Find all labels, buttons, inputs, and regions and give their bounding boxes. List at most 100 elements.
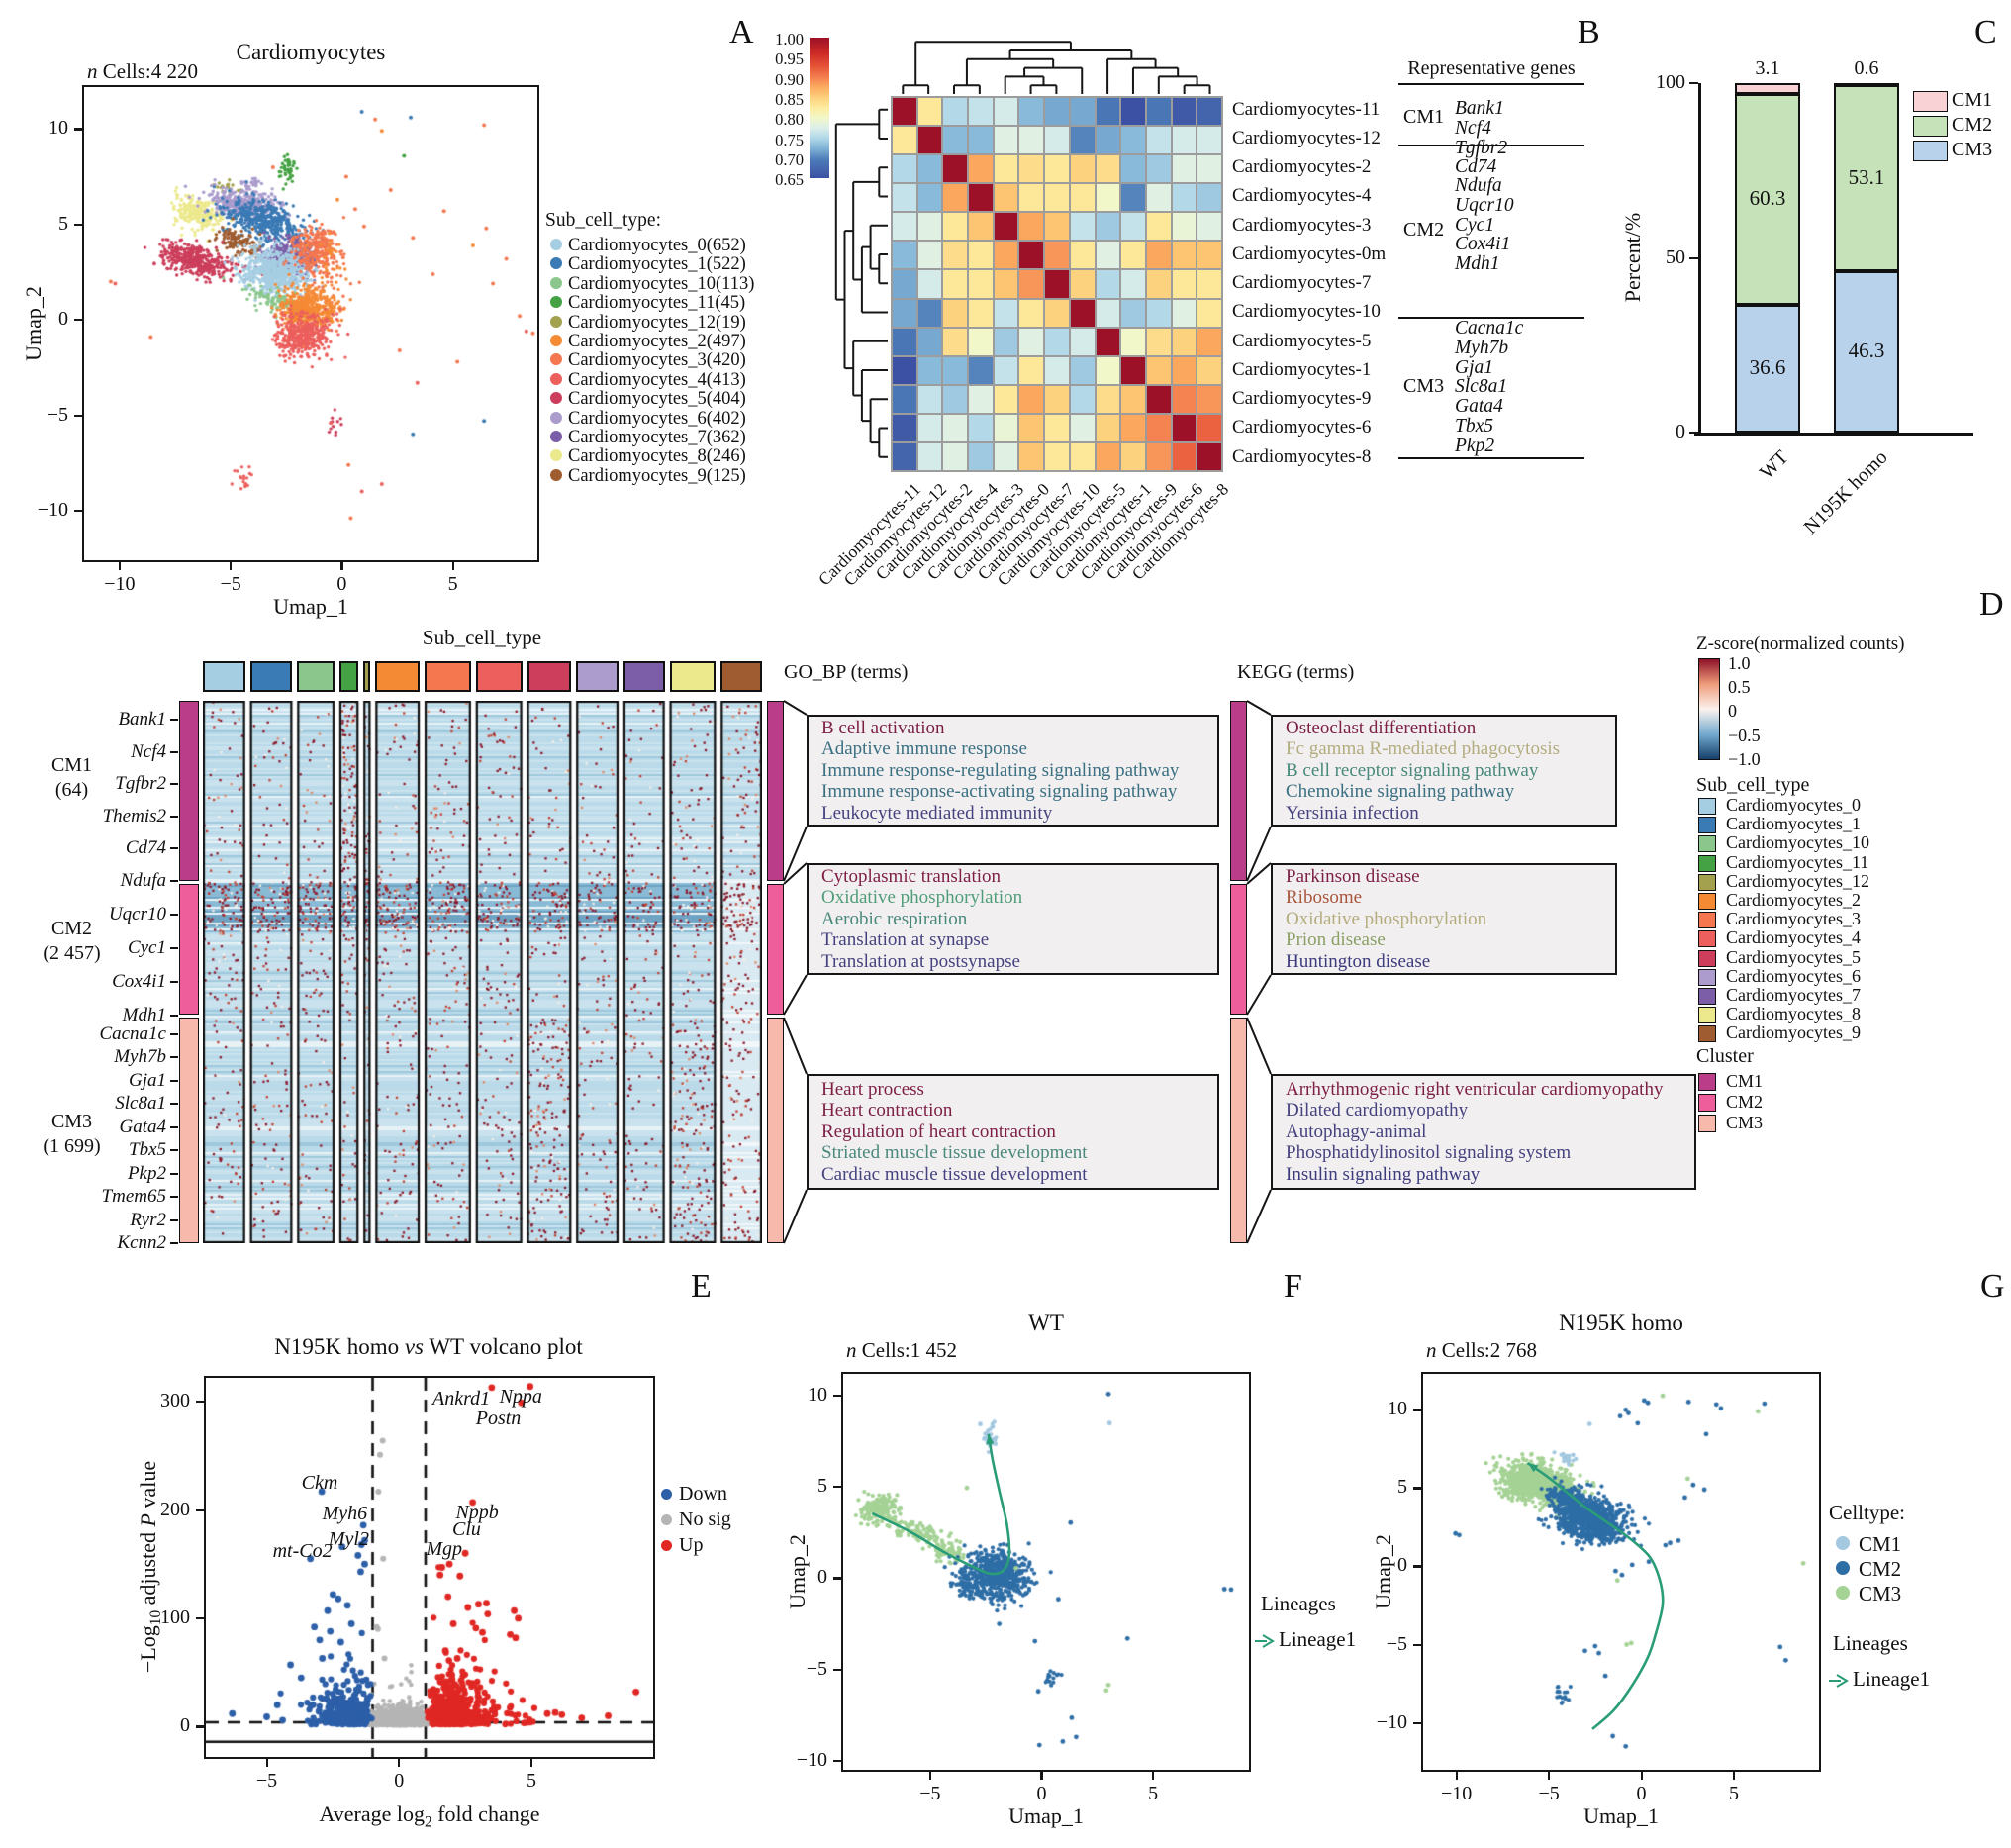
- zscore-tick-label: 0: [1728, 701, 1737, 722]
- panel-g-xtick-label: 0: [1636, 1783, 1647, 1804]
- gene-row-tick: [170, 1126, 178, 1128]
- legend-item-label: CM2: [1952, 114, 1993, 136]
- rep-genes-cluster-label: CM3: [1403, 375, 1445, 397]
- zscore-legend-title: Z-score(normalized counts): [1696, 633, 1905, 654]
- corr-cell: [893, 213, 916, 241]
- panel-a-ytick-label: 10: [48, 117, 68, 140]
- panel-g-lineage1-label: Lineage1: [1853, 1667, 1931, 1691]
- gene-row-tick: [170, 1056, 178, 1058]
- corr-cell: [1172, 328, 1197, 355]
- corr-cell: [1045, 242, 1069, 269]
- gene-row-tick: [170, 1149, 178, 1151]
- volcano-legend-dot: [661, 1540, 672, 1551]
- corr-cell: [917, 242, 942, 269]
- subcell-legend-label: Cardiomyocytes_9: [1726, 1022, 1861, 1043]
- corr-cell: [1146, 213, 1171, 241]
- corr-cell: [1146, 155, 1171, 183]
- panel-a-legend-title: Sub_cell_type:: [545, 210, 661, 231]
- volcano-gene-label: Nppb: [455, 1501, 499, 1523]
- gene-row-label: Cox4i1: [112, 971, 166, 992]
- corr-cell: [994, 184, 1018, 212]
- corr-cell: [1096, 184, 1120, 212]
- corr-cell: [994, 213, 1018, 241]
- celltype-legend-label: CM2: [1859, 1557, 1902, 1581]
- corr-cell: [943, 155, 968, 183]
- term-line: Immune response-regulating signaling pat…: [821, 759, 1180, 781]
- corr-cell: [1121, 98, 1145, 126]
- bar-value-label: 36.6: [1749, 355, 1786, 380]
- panel-letter-a: A: [729, 14, 754, 50]
- panel-c-ytick-label: 100: [1656, 71, 1685, 93]
- zscore-tick-label: −1.0: [1728, 748, 1761, 769]
- term-line: Immune response-activating signaling pat…: [821, 781, 1178, 803]
- corr-cell: [1121, 270, 1145, 298]
- legend-item-label: Cardiomyocytes_10(113): [568, 273, 755, 294]
- rep-gene: Ndufa: [1455, 175, 1502, 196]
- legend-item-label: Cardiomyocytes_8(246): [568, 446, 746, 467]
- bar-top-label: 3.1: [1755, 57, 1780, 79]
- corr-cell: [1197, 127, 1221, 154]
- legend-swatch-dot: [550, 276, 562, 289]
- volcano-gene-label: mt-Co2: [272, 1540, 333, 1563]
- volcano-gene-label: Postn: [475, 1407, 522, 1429]
- panel-a-ytick-mark: [74, 509, 83, 513]
- corr-cell: [893, 328, 916, 355]
- term-line: Oxidative phosphorylation: [821, 887, 1023, 909]
- corr-cell: [1045, 385, 1069, 413]
- corr-cell: [1146, 442, 1171, 470]
- panel-e-xtick-label: −5: [255, 1770, 278, 1792]
- panel-b-colorbar-tick: 0.85: [775, 89, 804, 109]
- bar-segment-cm2: [1735, 93, 1800, 305]
- panel-f-ytick-label: 0: [817, 1566, 827, 1589]
- volcano-legend-label: Down: [679, 1483, 727, 1505]
- cluster-legend-swatch: [1698, 1073, 1716, 1091]
- corr-cell: [1121, 328, 1145, 355]
- legend-swatch-cm2: [1913, 116, 1948, 137]
- subcell-legend-label: Cardiomyocytes_8: [1726, 1004, 1861, 1024]
- legend-swatch-dot: [550, 335, 562, 346]
- rep-genes-list: Cacna1c Myh7b Gja1 Slc8a1 Gata4 Tbx5 Pkp2: [1455, 319, 1523, 456]
- corr-cell: [917, 356, 942, 384]
- panel-e-xtick-mark: [398, 1758, 401, 1767]
- corr-cell: [1070, 328, 1095, 355]
- cluster-size: (64): [54, 779, 89, 801]
- panel-a-xtick-mark: [340, 561, 343, 570]
- bar-segment-cm1: [1735, 83, 1800, 94]
- corr-cell: [917, 127, 942, 154]
- corr-cell: [1197, 98, 1221, 126]
- legend-item-label: Cardiomyocytes_9(125): [568, 465, 746, 486]
- term-line: Parkinson disease: [1286, 865, 1420, 887]
- panel-f-xtick-mark: [1040, 1771, 1043, 1780]
- rep-genes-divider: [1398, 145, 1584, 146]
- term-line: Insulin signaling pathway: [1286, 1163, 1481, 1185]
- corr-cell: [1197, 155, 1221, 183]
- corr-cell: [1121, 213, 1145, 241]
- corr-cell: [1172, 242, 1197, 269]
- term-line: Chemokine signaling pathway: [1286, 781, 1515, 803]
- panel-e-ytick-label: 300: [160, 1390, 190, 1412]
- cluster-label-cm1: CM1 (64): [30, 753, 114, 803]
- corr-cell: [1197, 270, 1221, 298]
- corr-cell: [1070, 127, 1095, 154]
- panel-b-colorbar-gradient: [810, 38, 829, 178]
- panel-b-row-label: Cardiomyocytes-4: [1232, 185, 1372, 207]
- corr-cell: [893, 98, 916, 126]
- subcelltype-column-header: [249, 661, 293, 692]
- corr-cell: [943, 328, 968, 355]
- volcano-gene-label: Myh6: [322, 1502, 368, 1524]
- corr-cell: [917, 155, 942, 183]
- volcano-gene-label: Myl2: [328, 1528, 369, 1551]
- rep-gene: Cyc1: [1455, 214, 1495, 236]
- corr-cell: [1197, 242, 1221, 269]
- panel-letter-c: C: [1974, 14, 1997, 50]
- corr-cell: [1146, 328, 1171, 355]
- corr-cell: [1070, 414, 1095, 441]
- corr-cell: [893, 442, 916, 470]
- corr-cell: [1096, 213, 1120, 241]
- kegg-terms-title: KEGG (terms): [1237, 661, 1355, 683]
- subcell-legend-label: Cardiomyocytes_0: [1726, 795, 1861, 815]
- cluster-legend-swatch: [1698, 1115, 1716, 1132]
- rep-gene: Cacna1c: [1455, 318, 1524, 339]
- panel-f-ytick-mark: [833, 1668, 842, 1671]
